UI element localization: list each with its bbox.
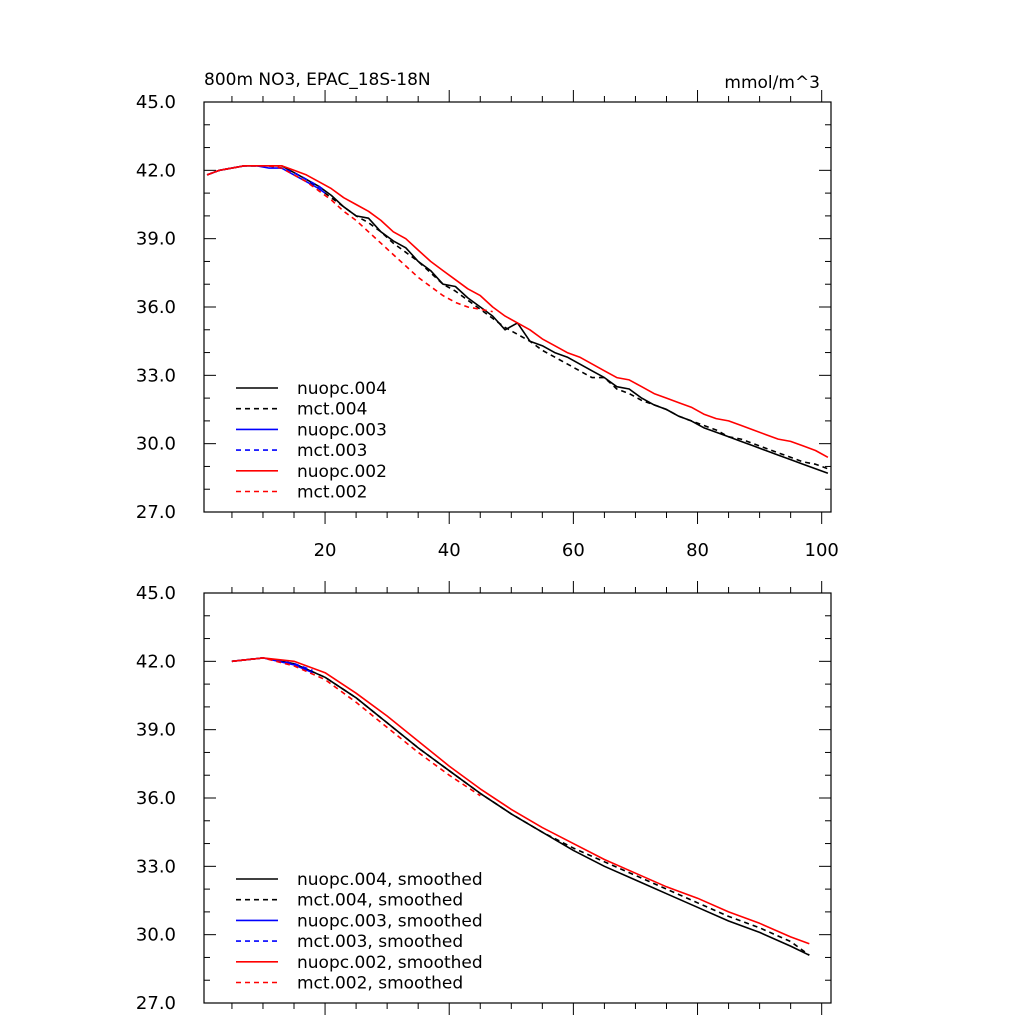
chart-units: mmol/m^3 [724,73,820,93]
bottom-panel: 27.0 30.0 33.0 36.0 39.0 42.0 45.0 nuopc.004, s… [136,581,832,1015]
legend-label: mct.002, smoothed [297,974,463,994]
y-tick-label: 45.0 [136,583,176,604]
x-tick-label: 80 [686,540,709,561]
y-tick-label: 39.0 [136,229,176,250]
y-tick-label: 42.0 [136,160,176,181]
y-tick-label: 33.0 [136,365,176,386]
legend-label: mct.004, smoothed [297,891,463,911]
chart-title: 800m NO3, EPAC_18S-18N [204,70,431,90]
y-tick-label: 36.0 [136,297,176,318]
y-tick-label: 42.0 [136,651,176,672]
y-tick-label: 33.0 [136,856,176,877]
x-tick-label: 40 [438,540,461,561]
series-line-mct-002-smoothed [231,657,481,797]
series-line-nuopc-002 [206,165,829,459]
series-line-mct-002 [206,165,493,313]
top-panel: 27.0 30.0 33.0 36.0 39.0 42.0 45.0 20 40 60 80 100 n… [136,90,839,561]
y-tick-label: 39.0 [136,720,176,741]
legend-label: mct.003 [297,441,367,461]
y-tick-label: 30.0 [136,434,176,455]
legend-label: nuopc.002, smoothed [297,953,483,973]
y-tick-label: 36.0 [136,788,176,809]
y-tick-label: 27.0 [136,502,176,523]
legend-label: mct.003, smoothed [297,932,463,952]
legend-label: mct.002 [297,483,367,503]
series-line-mct-003-smoothed [231,657,313,672]
series-line-nuopc-002-smoothed [231,657,810,945]
series-line-mct-004-smoothed [231,657,810,956]
legend-label: nuopc.003, smoothed [297,911,483,931]
legend-label: nuopc.004, smoothed [297,870,483,890]
legend-label: nuopc.004 [297,379,387,399]
legend-label: nuopc.003 [297,420,387,440]
x-tick-label: 20 [314,540,337,561]
legend-label: mct.004 [297,400,367,420]
legend-label: nuopc.002 [297,462,387,482]
y-tick-label: 45.0 [136,92,176,113]
x-tick-label: 100 [805,540,839,561]
x-tick-label: 60 [562,540,585,561]
y-tick-label: 30.0 [136,925,176,946]
y-tick-label: 27.0 [136,993,176,1014]
